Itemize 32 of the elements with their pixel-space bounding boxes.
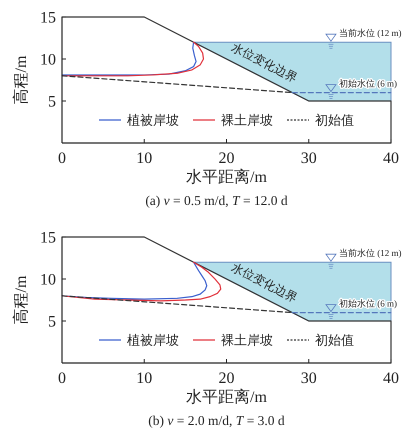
y-tick-label: 5	[48, 314, 56, 330]
x-tick-label: 0	[58, 370, 66, 387]
annotation: 当前水位 (12 m)	[338, 28, 402, 38]
x-tick-label: 0	[58, 150, 66, 167]
x-tick-label: 40	[383, 150, 399, 167]
legend-label: 裸土岸坡	[221, 112, 273, 128]
y-tick-label: 5	[48, 94, 56, 110]
y-axis-title: 高程/m	[12, 275, 30, 324]
annotation: 水位变化边界	[229, 260, 300, 306]
legend-label: 初始值	[315, 332, 354, 348]
x-tick-label: 20	[218, 370, 234, 387]
x-tick-label: 20	[218, 150, 234, 167]
x-axis-title: 水平距离/m	[186, 388, 268, 406]
y-tick-label: 10	[40, 272, 56, 288]
y-tick-label: 15	[40, 10, 56, 26]
x-tick-label: 10	[136, 370, 152, 387]
x-tick-label: 30	[300, 150, 317, 167]
annotation: 当前水位 (12 m)	[338, 248, 402, 258]
legend-label: 植被岸坡	[127, 112, 179, 128]
x-axis-title: 水平距离/m	[186, 168, 268, 186]
legend-label: 植被岸坡	[127, 332, 179, 348]
legend-label: 裸土岸坡	[221, 332, 273, 348]
x-tick-label: 30	[300, 370, 317, 387]
legend-label: 初始值	[315, 112, 354, 128]
text: (a) v = 0.5 m/d, T = 12.0 d	[145, 193, 288, 208]
x-tick-label: 40	[383, 370, 399, 387]
y-tick-label: 15	[40, 230, 56, 246]
y-axis-title: 高程/m	[12, 55, 30, 104]
text: (b) v = 2.0 m/d, T = 3.0 d	[148, 413, 285, 428]
annotation: 水位变化边界	[229, 40, 300, 86]
x-tick-label: 10	[136, 150, 152, 167]
y-tick-label: 10	[40, 52, 56, 68]
